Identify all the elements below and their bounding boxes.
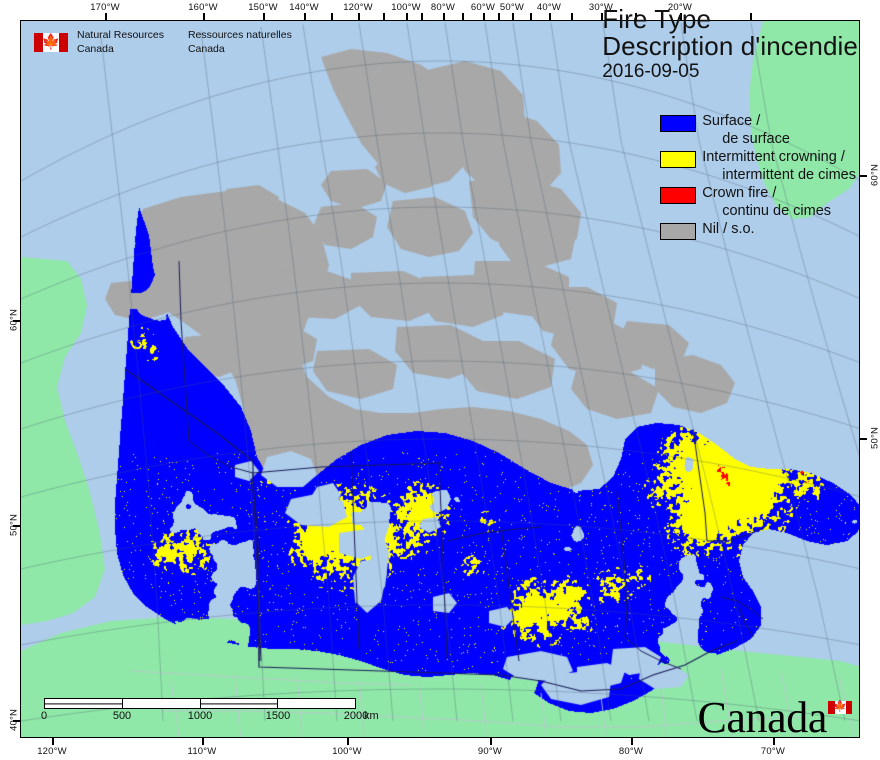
axis-label: 40°W	[536, 2, 562, 13]
scale-bar-tick-label: 500	[112, 710, 132, 722]
axis-tick	[358, 13, 360, 20]
axis-tick	[462, 13, 464, 20]
nrcan-fr-line2: Canada	[187, 43, 225, 56]
axis-tick	[530, 13, 532, 20]
fire-type-legend: Surface / de surface Intermittent crowning…	[660, 113, 856, 240]
canada-flag-icon: 🍁	[828, 700, 852, 714]
map-frame	[20, 20, 860, 738]
axis-label: 80°W	[430, 2, 456, 13]
axis-tick	[571, 13, 573, 20]
axis-label: 120°W	[37, 746, 67, 757]
axis-label: 160°W	[188, 2, 218, 13]
axis-label: 60°W	[470, 2, 496, 13]
nrcan-french: Ressources naturelles Canada	[188, 28, 292, 56]
legend-item: Surface / de surface	[660, 113, 856, 149]
legend-swatch	[660, 186, 697, 204]
scale-bar-segment	[123, 699, 201, 708]
legend-label: Crown fire / continu de cimes	[702, 184, 832, 219]
nrcan-en-line1: Natural Resources	[77, 29, 164, 41]
axis-tick	[202, 738, 204, 745]
axis-label: 20°W	[667, 2, 693, 13]
axis-tick	[304, 13, 306, 20]
axis-tick	[406, 13, 408, 20]
canada-flag-icon: 🍁	[34, 32, 68, 52]
map-title-english: Fire Type	[602, 4, 712, 34]
axis-label: 100°W	[391, 2, 421, 13]
scale-bar-segment	[201, 699, 279, 708]
canada-wordmark-text: Canada	[697, 692, 827, 742]
axis-tick	[601, 13, 603, 20]
axis-label: 50°N	[869, 426, 880, 450]
axis-label: 60°N	[8, 308, 20, 332]
scale-bar: 0 500 1000 1500 2000 km	[40, 698, 379, 724]
axis-tick	[483, 13, 485, 20]
axis-tick	[203, 13, 205, 20]
legend-label: Nil / s.o.	[702, 220, 755, 237]
axis-tick	[498, 13, 500, 20]
axis-tick	[52, 738, 54, 745]
legend-swatch	[660, 150, 697, 168]
axis-tick	[421, 13, 423, 20]
axis-label: 50°N	[8, 513, 20, 537]
scale-bar-segments	[44, 698, 356, 709]
axis-label: 120°W	[343, 2, 373, 13]
axis-tick	[635, 13, 637, 20]
axis-tick	[347, 738, 349, 745]
scale-bar-labels: 0 500 1000 1500 2000 km	[40, 710, 379, 724]
legend-item: Crown fire / continu de cimes	[660, 185, 856, 221]
axis-tick	[860, 175, 867, 177]
axis-tick	[13, 320, 20, 322]
scale-bar-tick-label: 1000	[187, 710, 213, 722]
axis-label: 60°N	[869, 163, 880, 187]
axis-tick	[512, 13, 514, 20]
map-title-block: Fire Type Description d'incendie 2016-09…	[602, 4, 858, 83]
legend-swatch	[660, 222, 697, 240]
axis-tick	[105, 13, 107, 20]
scale-bar-unit: km	[364, 710, 379, 722]
axis-label: 80°W	[618, 746, 644, 757]
axis-tick	[549, 13, 551, 20]
axis-tick	[383, 13, 385, 20]
legend-swatch	[660, 115, 697, 132]
scale-bar-tick-label: 2000	[343, 710, 369, 722]
axis-label: 100°W	[332, 746, 362, 757]
axis-label: 70°W	[760, 746, 786, 757]
axis-label: 90°W	[477, 746, 503, 757]
scale-bar-segment	[45, 699, 123, 708]
axis-tick	[13, 720, 20, 722]
scale-bar-tick-label: 1500	[265, 710, 291, 722]
map-title-french: Description d'incendie	[602, 31, 858, 62]
map-date: 2016-09-05	[602, 61, 700, 83]
axis-tick	[860, 438, 867, 440]
nrcan-english: Natural Resources Canada	[77, 28, 164, 56]
axis-label: 110°W	[187, 746, 217, 757]
axis-tick	[13, 525, 20, 527]
axis-label: 150°W	[248, 2, 278, 13]
axis-label: 170°W	[90, 2, 120, 13]
axis-label: 140°W	[289, 2, 319, 13]
axis-tick	[750, 13, 752, 20]
axis-tick	[263, 13, 265, 20]
axis-label: 50°W	[499, 2, 525, 13]
axis-tick	[680, 13, 682, 20]
legend-item: Intermittent crowning / intermittent de c…	[660, 149, 856, 185]
nrcan-en-line2: Canada	[77, 43, 114, 56]
axis-tick	[773, 738, 775, 745]
axis-tick	[631, 738, 633, 745]
natural-resources-canada-signature: 🍁 Natural Resources Canada Ressources na…	[34, 28, 292, 56]
canada-wordmark: Canada 🍁	[697, 692, 852, 742]
axis-tick	[331, 13, 333, 20]
scale-bar-segment	[278, 699, 355, 708]
fire-type-raster-map	[21, 21, 859, 737]
axis-label: 40°N	[8, 708, 20, 732]
legend-label: Intermittent crowning / intermittent de c…	[702, 148, 856, 183]
nrcan-fr-line1: Ressources naturelles	[187, 29, 292, 41]
legend-item: Nil / s.o.	[660, 221, 856, 240]
legend-label: Surface / de surface	[702, 113, 790, 147]
axis-tick	[443, 13, 445, 20]
axis-label: 30°W	[588, 2, 614, 13]
axis-tick	[490, 738, 492, 745]
scale-bar-tick-label: 0	[40, 710, 48, 722]
